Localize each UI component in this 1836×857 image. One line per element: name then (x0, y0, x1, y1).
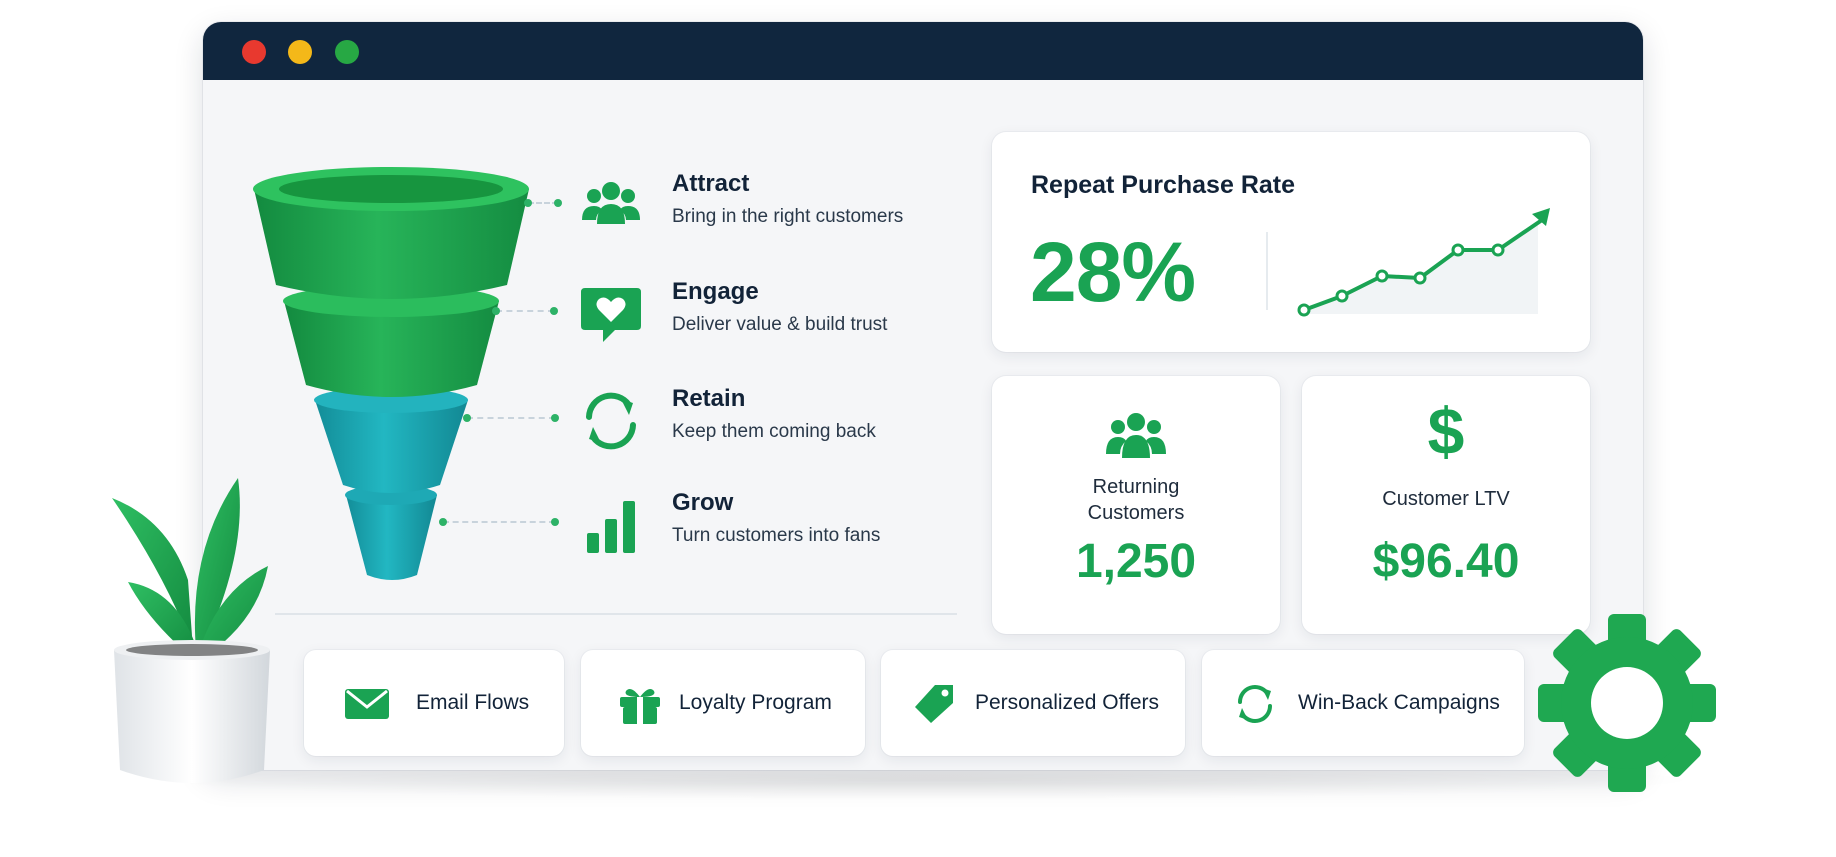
stage-title: Grow (672, 489, 734, 516)
gear-icon (1538, 614, 1716, 792)
divider (275, 613, 957, 615)
heart-chat-icon (581, 288, 641, 342)
tag-icon (915, 685, 953, 723)
people-icon (582, 182, 640, 224)
refresh-icon (1238, 685, 1272, 723)
action-personalized-offers[interactable]: Personalized Offers (881, 650, 1185, 756)
stage-title: Attract (672, 170, 750, 197)
repeat-purchase-card: Repeat Purchase Rate 28% (992, 132, 1590, 352)
action-loyalty-program[interactable]: Loyalty Program (581, 650, 865, 756)
customer-ltv-card: $ Customer LTV $96.40 (1302, 376, 1590, 634)
minimize-window-button[interactable] (288, 40, 312, 64)
returning-customers-card: Returning Customers 1,250 (992, 376, 1280, 634)
action-email-flows[interactable]: Email Flows (304, 650, 564, 756)
gift-icon (620, 689, 660, 724)
stage-retain: Retain Keep them coming back (203, 377, 1003, 457)
close-window-button[interactable] (242, 40, 266, 64)
people-icon (1106, 413, 1166, 458)
metric-label: Customer LTV (1382, 488, 1510, 510)
card-separator (1266, 232, 1268, 310)
stage-attract: Attract Bring in the right customers (203, 162, 1003, 242)
action-win-back-campaigns[interactable]: Win-Back Campaigns (1202, 650, 1524, 756)
line-trend-up-icon (1297, 208, 1550, 317)
dollar-icon: $ (1427, 394, 1465, 468)
stage-description: Deliver value & build trust (672, 314, 888, 335)
maximize-window-button[interactable] (335, 40, 359, 64)
connector-line (463, 414, 559, 422)
connector-line (524, 199, 562, 207)
funnel-graphic (253, 167, 529, 580)
connector-line (439, 518, 559, 526)
metric-value: $96.40 (1372, 535, 1520, 588)
card-title: Repeat Purchase Rate (1031, 171, 1296, 199)
connector-line (492, 307, 558, 315)
stage-description: Bring in the right customers (672, 206, 904, 227)
metric-label: Returning Customers (1087, 476, 1185, 524)
stage-title: Retain (672, 385, 746, 412)
stage-engage: Engage Deliver value & build trust (203, 270, 1003, 350)
metric-value: 1,250 (1075, 535, 1197, 588)
action-label: Loyalty Program (679, 691, 832, 714)
stage-title: Engage (672, 278, 759, 305)
refresh-icon (586, 392, 636, 450)
stage-grow: Grow Turn customers into fans (203, 481, 1003, 561)
stage-description: Keep them coming back (672, 421, 876, 442)
bar-chart-icon (587, 501, 635, 553)
action-label: Win-Back Campaigns (1298, 691, 1500, 714)
repeat-purchase-value: 28% (1030, 225, 1196, 319)
stage-description: Turn customers into fans (672, 525, 881, 546)
action-label: Personalized Offers (975, 691, 1160, 714)
title-bar (203, 22, 1643, 80)
action-label: Email Flows (416, 691, 530, 714)
app-window: Attract Bring in the right customers Eng… (203, 22, 1643, 770)
envelope-icon (345, 689, 389, 719)
potted-plant-icon (112, 478, 270, 783)
